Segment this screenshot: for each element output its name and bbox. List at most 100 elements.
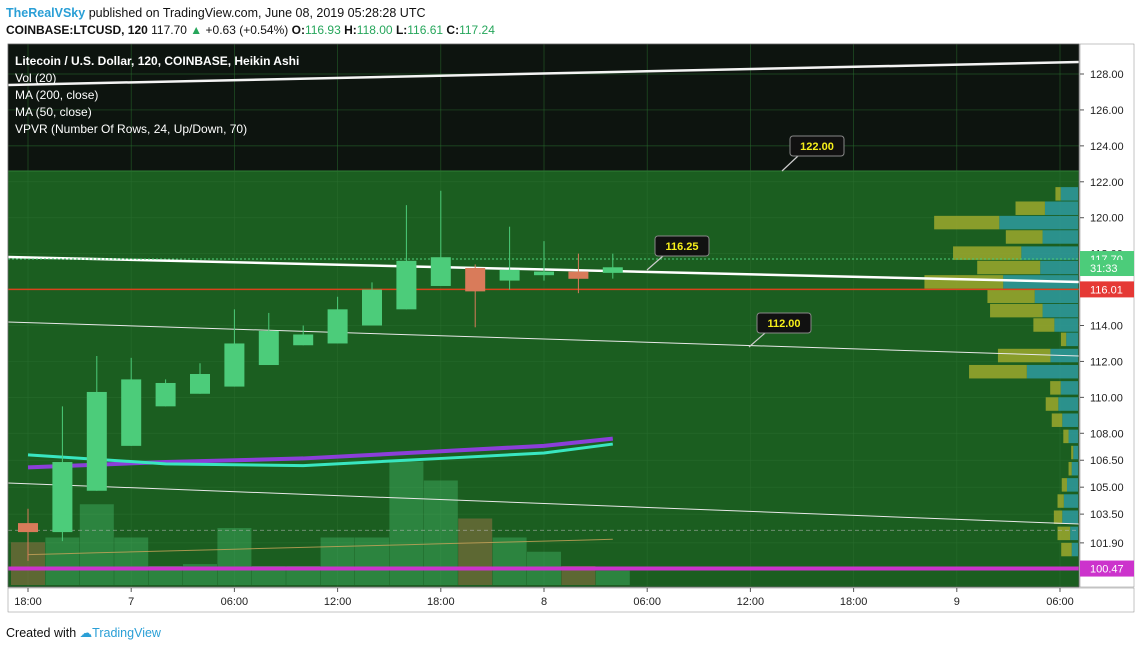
vpvr-down-bar — [1040, 260, 1078, 275]
vpvr-up-bar — [1057, 526, 1071, 541]
vpvr-down-bar — [1042, 230, 1078, 244]
author-link[interactable]: TheRealVSky — [6, 6, 86, 20]
volume-bar — [595, 570, 630, 585]
annotation-label: 116.25 — [665, 241, 698, 253]
vpvr-up-bar — [977, 260, 1041, 275]
time-tick-label: 9 — [954, 596, 960, 608]
vpvr-down-bar — [1071, 461, 1078, 476]
price-tick-label: 106.50 — [1090, 455, 1124, 467]
time-tick-label: 12:00 — [737, 596, 765, 608]
vpvr-down-bar — [1060, 187, 1078, 201]
volume-bar — [561, 566, 596, 585]
candle-body — [224, 343, 245, 387]
time-tick-label: 18:00 — [840, 596, 868, 608]
vpvr-up-bar — [1053, 510, 1063, 524]
price-tick-label: 105.00 — [1090, 482, 1124, 494]
candle-body — [568, 271, 589, 279]
annotation-pointer — [781, 155, 799, 172]
open-value: 116.93 — [304, 23, 341, 37]
price-tag-box — [1080, 560, 1134, 577]
annotation-label: 112.00 — [767, 318, 800, 330]
price-change: +0.63 (+0.54%) — [205, 23, 289, 37]
open-label: O: — [291, 23, 305, 37]
price-axis — [1079, 43, 1135, 588]
volume-bar — [251, 566, 286, 585]
volume-bar — [286, 566, 321, 585]
time-axis — [7, 587, 1135, 613]
vpvr-down-bar — [1071, 542, 1078, 557]
candle-body — [362, 289, 382, 326]
price-tick-label: 120.00 — [1090, 213, 1124, 225]
price-tick-label: 108.00 — [1090, 428, 1124, 440]
volume-bar — [217, 528, 252, 585]
volume-bar — [492, 537, 527, 585]
vpvr-up-bar — [953, 246, 1022, 260]
vpvr-up-bar — [1061, 542, 1072, 557]
candle-body — [121, 379, 142, 446]
price-tag-label: 100.47 — [1090, 564, 1124, 576]
candle-body — [86, 391, 107, 491]
volume-bar — [114, 537, 149, 585]
created-with-text: Created with — [6, 626, 77, 640]
low-label: L: — [395, 23, 408, 37]
candle-body — [293, 334, 314, 346]
volume-bar — [45, 537, 80, 585]
vpvr-down-bar — [1058, 397, 1078, 411]
candle-body — [52, 462, 73, 533]
tradingview-logo-icon: ☁ — [79, 626, 93, 640]
annotation-box — [756, 312, 812, 334]
candles — [18, 190, 623, 561]
vpvr-down-bar — [1066, 332, 1078, 347]
vpvr-down-bar — [1034, 289, 1078, 304]
volume-bar — [79, 504, 114, 585]
chart-bg-band — [8, 171, 1079, 587]
candle-body — [430, 257, 451, 286]
chart-legend: Litecoin / U.S. Dollar, 120, COINBASE, H… — [15, 54, 299, 136]
vpvr-up-bar — [924, 275, 1004, 289]
vpvr-up-bar — [1071, 445, 1074, 460]
vpvr-down-bar — [1062, 510, 1078, 524]
vpvr-up-bar — [1060, 332, 1067, 347]
vpvr-down-bar — [1060, 381, 1078, 395]
volume-bar — [148, 566, 183, 585]
price-tick-label: 103.50 — [1090, 509, 1124, 521]
vpvr-down-bar — [1063, 494, 1078, 508]
vpvr-down-bar — [1070, 526, 1078, 541]
high-label: H: — [344, 23, 357, 37]
annotation-box — [789, 135, 845, 157]
tradingview-link[interactable]: TradingView — [92, 626, 161, 640]
vpvr-down-bar — [1066, 478, 1078, 492]
vpvr-up-bar — [997, 348, 1051, 363]
vpvr-up-bar — [1015, 201, 1045, 215]
price-tick-label: 128.00 — [1090, 69, 1124, 81]
candle-body — [190, 374, 210, 394]
thin-trendline-1 — [7, 321, 1080, 357]
vpvr-up-bar — [1005, 230, 1043, 244]
time-tick-label: 06:00 — [633, 596, 661, 608]
moving-averages — [27, 436, 614, 470]
volume-bar — [355, 537, 389, 585]
published-text: published on TradingView.com, June 08, 2… — [88, 6, 426, 20]
vpvr-down-bar — [1026, 364, 1078, 379]
last-price: 117.70 — [151, 23, 187, 37]
footer: Created with ☁TradingView — [6, 625, 161, 640]
time-tick-label: 06:00 — [1046, 596, 1074, 608]
legend-ma50[interactable]: MA (50, close) — [15, 105, 92, 119]
legend-ma200[interactable]: MA (200, close) — [15, 88, 98, 102]
price-tick-label: 124.00 — [1090, 141, 1124, 153]
vpvr-down-bar — [1068, 429, 1078, 444]
legend-vpvr[interactable]: VPVR (Number Of Rows, 24, Up/Down, 70) — [15, 122, 247, 136]
vpvr-up-bar — [1051, 413, 1063, 427]
candle-body — [155, 382, 176, 407]
candle-body — [396, 260, 417, 310]
candle-body — [18, 523, 38, 533]
price-tag-box — [1080, 281, 1134, 298]
legend-vol[interactable]: Vol (20) — [15, 71, 56, 85]
volume-bar — [389, 461, 424, 585]
high-value: 118.00 — [356, 23, 393, 37]
price-tick-label: 101.90 — [1090, 538, 1124, 550]
candle-body — [602, 267, 623, 273]
volume-ma-line — [27, 538, 613, 556]
vpvr-up-bar — [1068, 461, 1072, 476]
